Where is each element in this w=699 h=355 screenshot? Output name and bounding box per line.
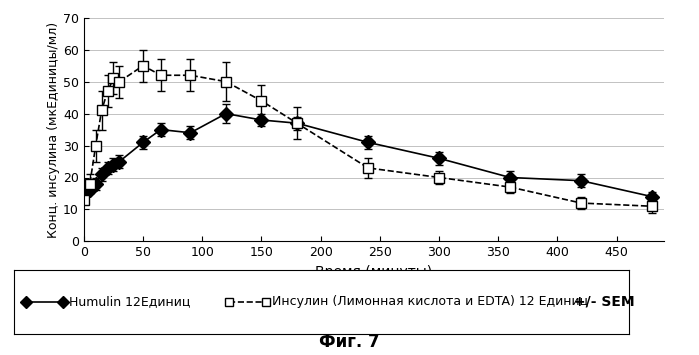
Text: +/- SEM: +/- SEM bbox=[574, 295, 635, 309]
Text: Инсулин (Лимонная кислота и EDTA) 12 Единиц: Инсулин (Лимонная кислота и EDTA) 12 Еди… bbox=[273, 295, 589, 308]
Text: Humulin 12Единиц: Humulin 12Единиц bbox=[69, 295, 191, 308]
Text: Фиг. 7: Фиг. 7 bbox=[319, 333, 380, 351]
Y-axis label: Конц. инсулина (мкЕдиницы/мл): Конц. инсулина (мкЕдиницы/мл) bbox=[48, 22, 60, 237]
X-axis label: Время (минуты): Время (минуты) bbox=[315, 265, 433, 279]
